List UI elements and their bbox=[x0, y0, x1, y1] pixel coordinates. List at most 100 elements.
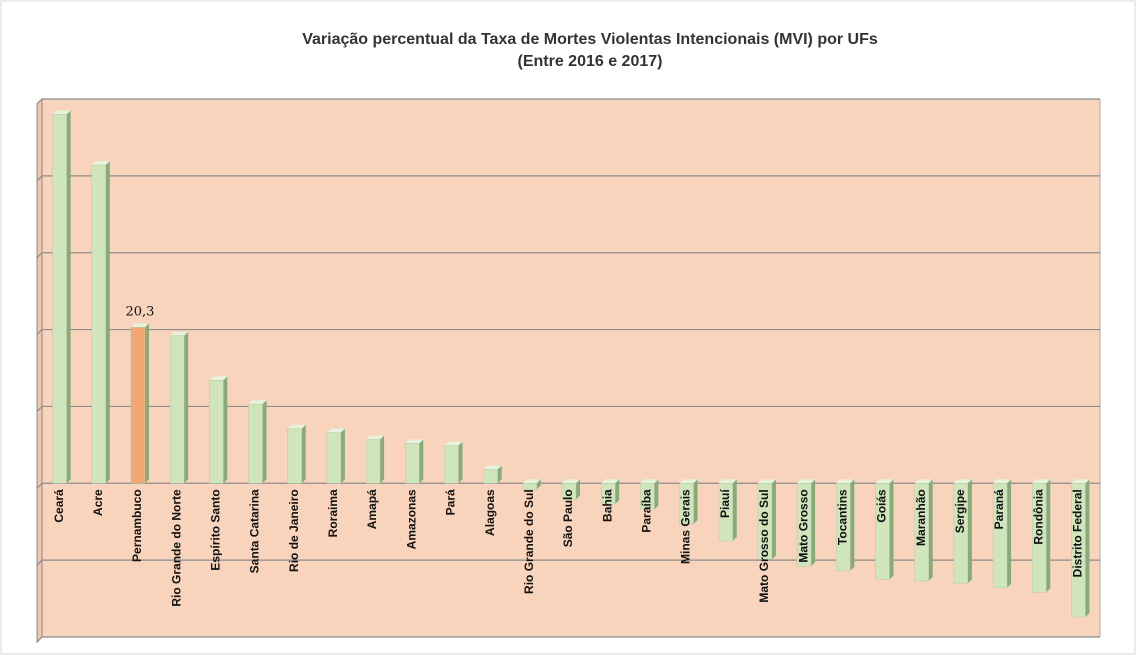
bar bbox=[326, 432, 342, 484]
bar-top bbox=[287, 424, 306, 429]
bar-top bbox=[52, 110, 71, 115]
bar bbox=[875, 483, 890, 580]
bar-top bbox=[562, 479, 580, 484]
x-tick-label: Amapá bbox=[365, 489, 379, 529]
bar-side bbox=[1085, 479, 1090, 618]
x-tick-label: Bahia bbox=[600, 489, 614, 522]
bar bbox=[914, 483, 929, 582]
x-tick-label: Pernambuco bbox=[130, 489, 144, 562]
x-tick-label: São Paulo bbox=[561, 489, 575, 547]
bar-top bbox=[836, 479, 855, 484]
bar-side bbox=[301, 424, 306, 484]
grid-line bbox=[36, 98, 1100, 105]
grid-line bbox=[36, 175, 1100, 182]
bar bbox=[757, 483, 773, 560]
bar bbox=[287, 428, 302, 484]
bar-top bbox=[91, 161, 110, 166]
bar-side bbox=[1046, 479, 1051, 593]
bar bbox=[209, 380, 224, 484]
bar-side bbox=[536, 479, 541, 490]
x-tick-label: Acre bbox=[91, 489, 105, 516]
bar-top bbox=[797, 479, 816, 484]
bar-top bbox=[993, 479, 1012, 484]
x-tick-label: Goiás bbox=[875, 489, 889, 523]
bar-top bbox=[366, 435, 385, 440]
x-tick-label: Paraíba bbox=[640, 489, 654, 533]
bar bbox=[600, 483, 616, 505]
bar bbox=[1031, 483, 1047, 593]
bar bbox=[796, 483, 812, 567]
bar bbox=[836, 483, 851, 572]
x-tick-label: Minas Gerais bbox=[679, 489, 693, 564]
bar bbox=[640, 483, 655, 510]
bar-top bbox=[326, 428, 345, 433]
bar bbox=[561, 483, 577, 500]
x-tick-label: Roraima bbox=[326, 489, 340, 537]
x-tick-label: Mato Grosso bbox=[796, 489, 810, 562]
bar-side bbox=[615, 479, 620, 505]
x-tick-label: Mato Grosso do Sul bbox=[757, 489, 771, 602]
bar-side bbox=[693, 479, 698, 525]
bar-top bbox=[1032, 479, 1051, 484]
bar-top bbox=[757, 479, 776, 484]
bar-side bbox=[184, 331, 189, 484]
bar-side bbox=[732, 479, 737, 541]
grid-line bbox=[36, 328, 1100, 335]
x-tick-label: Sergipe bbox=[953, 489, 967, 533]
chart-title: Variação percentual da Taxa de Mortes Vi… bbox=[302, 31, 878, 48]
bar-top bbox=[405, 439, 424, 444]
x-tick-label: Rio Grande do Norte bbox=[169, 489, 183, 607]
bar-top bbox=[640, 479, 659, 484]
bar-side bbox=[458, 441, 463, 484]
bar bbox=[248, 403, 263, 484]
bar bbox=[169, 335, 185, 484]
bar-top bbox=[914, 479, 933, 484]
x-tick-label: Pará bbox=[444, 489, 458, 515]
bar-side bbox=[380, 435, 385, 484]
bar-top bbox=[953, 479, 972, 484]
bar-side bbox=[889, 479, 894, 580]
grid-line bbox=[36, 405, 1100, 412]
plot-wall bbox=[42, 99, 1100, 637]
bar-side bbox=[771, 479, 776, 560]
bar-top bbox=[875, 479, 894, 484]
x-tick-label: Amazonas bbox=[404, 489, 418, 549]
bar-side bbox=[66, 110, 71, 484]
x-tick-label: Alagoas bbox=[483, 489, 497, 536]
bar bbox=[483, 469, 498, 484]
x-tick-label: Paraná bbox=[992, 489, 1006, 529]
bar-top bbox=[679, 479, 698, 484]
data-label: 20,3 bbox=[125, 304, 154, 319]
bar-side bbox=[967, 479, 972, 584]
x-tick-label: Rio de Janeiro bbox=[287, 489, 301, 572]
bar bbox=[91, 164, 107, 484]
grid-line bbox=[36, 482, 1100, 489]
bar-top bbox=[248, 400, 267, 405]
bar-side bbox=[340, 428, 345, 484]
bar-side bbox=[105, 161, 110, 484]
bar-side bbox=[654, 479, 659, 510]
bar-top bbox=[1071, 479, 1090, 484]
x-tick-label: Ceará bbox=[52, 489, 66, 523]
x-tick-label: Santa Catarina bbox=[248, 489, 262, 573]
grid-line bbox=[36, 636, 1100, 643]
bar-side bbox=[144, 323, 149, 484]
bar-side bbox=[223, 376, 228, 484]
bar-side bbox=[928, 479, 933, 581]
bar-top bbox=[718, 479, 737, 484]
grid-line bbox=[36, 252, 1100, 259]
x-tick-label: Rio Grande do Sul bbox=[522, 489, 536, 594]
bar-top bbox=[483, 465, 502, 470]
bar bbox=[992, 483, 1008, 589]
bar bbox=[522, 483, 538, 490]
bar bbox=[444, 445, 459, 484]
bar bbox=[679, 483, 694, 525]
x-tick-label: Espírito Santo bbox=[209, 489, 223, 570]
chart-subtitle: (Entre 2016 e 2017) bbox=[518, 53, 663, 70]
bar-side bbox=[811, 479, 816, 567]
bar-top bbox=[444, 441, 463, 446]
bar bbox=[405, 443, 420, 484]
bar-side bbox=[850, 479, 855, 571]
bar-side bbox=[576, 479, 580, 500]
